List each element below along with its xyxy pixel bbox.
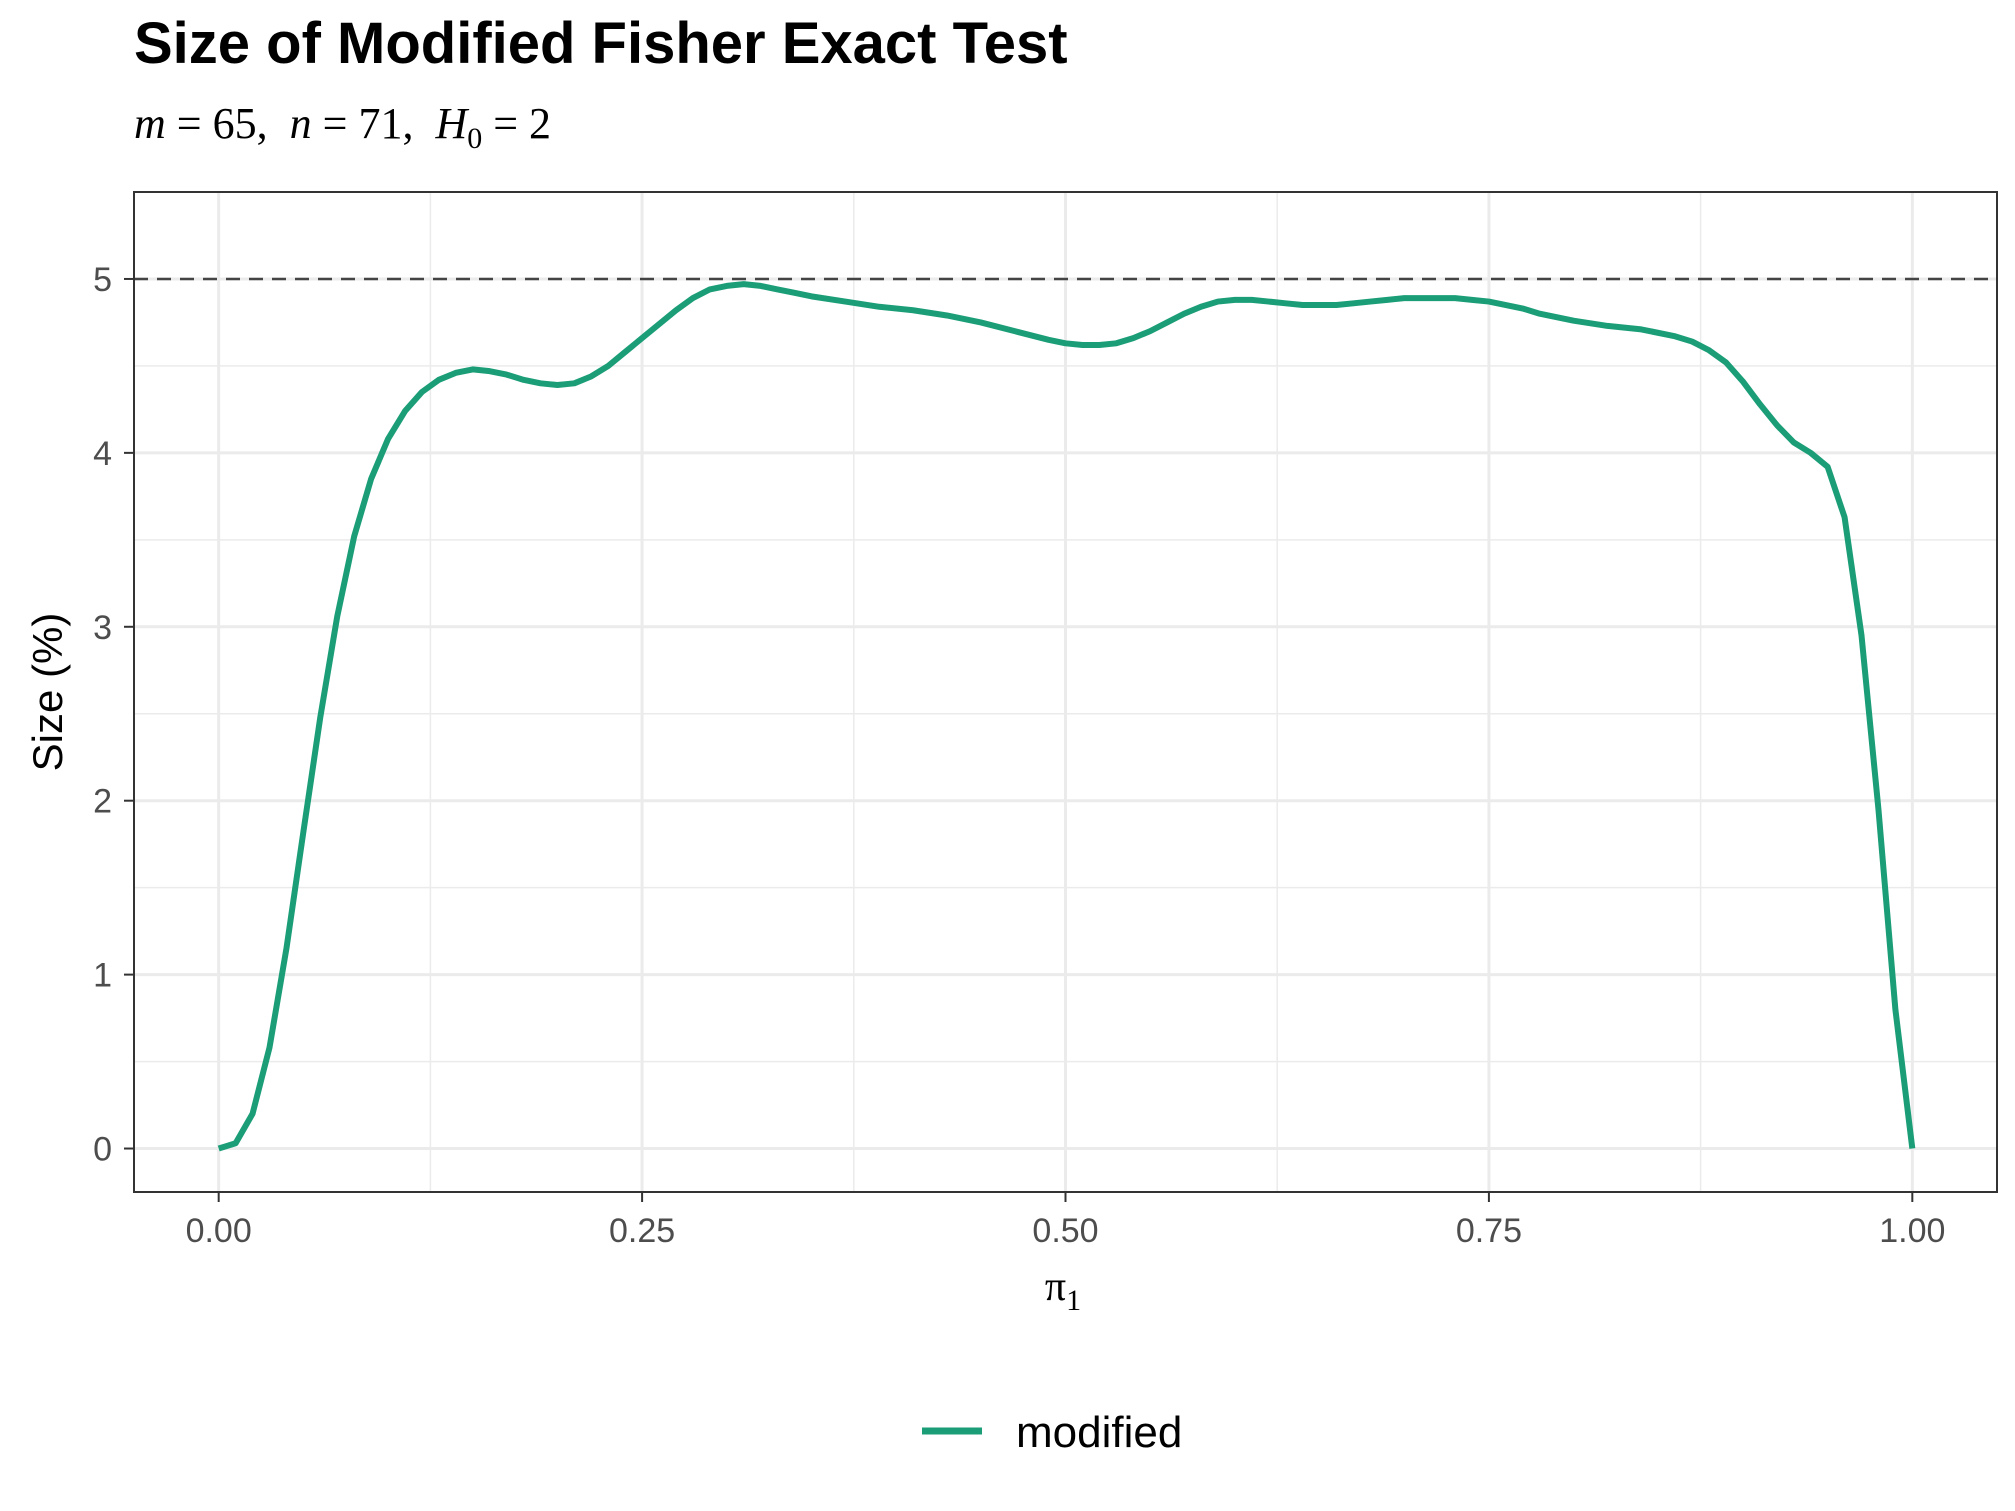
subtitle-h-symbol: H bbox=[435, 99, 468, 148]
chart-subtitle: m = 65, n = 71, H0 = 2 bbox=[134, 99, 552, 155]
subtitle-h-subscript: 0 bbox=[467, 121, 483, 155]
subtitle-m-symbol: m bbox=[134, 99, 166, 148]
subtitle-h-value: 2 bbox=[529, 99, 552, 148]
legend: modified bbox=[922, 1408, 1182, 1457]
x-tick-label: 0.75 bbox=[1456, 1212, 1522, 1250]
x-axis-label-symbol: π bbox=[1045, 1264, 1066, 1310]
x-tick-label: 0.00 bbox=[186, 1212, 252, 1250]
y-tick-label: 4 bbox=[93, 435, 112, 473]
y-tick-labels: 0 1 2 3 4 5 bbox=[93, 261, 112, 1169]
axis-ticks bbox=[124, 277, 1914, 1202]
y-tick-label: 2 bbox=[93, 783, 112, 821]
legend-label-modified: modified bbox=[1016, 1408, 1182, 1457]
y-tick-label: 3 bbox=[93, 609, 112, 647]
subtitle-n-value: 71 bbox=[358, 99, 403, 148]
x-tick-label: 0.50 bbox=[1032, 1212, 1098, 1250]
chart-title: Size of Modified Fisher Exact Test bbox=[134, 11, 1068, 76]
x-tick-label: 1.00 bbox=[1879, 1212, 1945, 1250]
x-tick-labels: 0.00 0.25 0.50 0.75 1.00 bbox=[186, 1212, 1946, 1250]
y-tick-label: 5 bbox=[93, 261, 112, 299]
y-axis-label: Size (%) bbox=[24, 613, 71, 772]
series-line-modified bbox=[217, 281, 1916, 1152]
subtitle-n-symbol: n bbox=[289, 99, 312, 148]
x-axis-label-subscript: 1 bbox=[1066, 1284, 1081, 1317]
subtitle-m-value: 65 bbox=[212, 99, 257, 148]
x-tick-label: 0.25 bbox=[609, 1212, 675, 1250]
x-axis-label: π1 bbox=[1045, 1264, 1081, 1317]
y-tick-label: 0 bbox=[93, 1131, 112, 1169]
y-tick-label: 1 bbox=[93, 957, 112, 995]
